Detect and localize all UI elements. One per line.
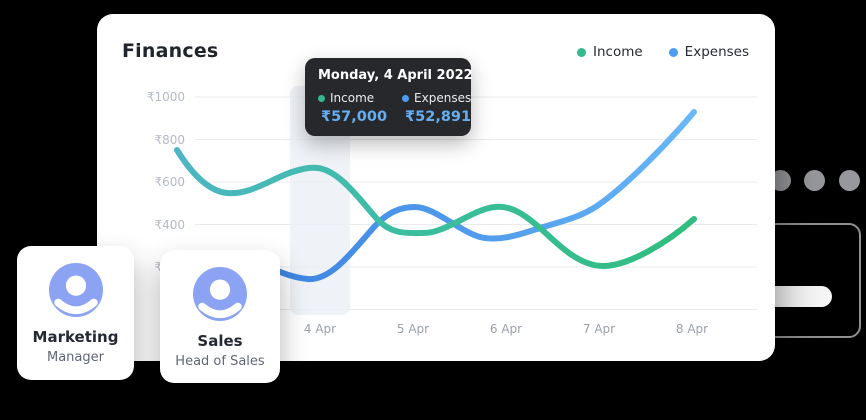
tooltip-expenses-column: Expenses ₹52,891 — [402, 91, 471, 125]
tooltip-label: Expenses — [414, 91, 472, 105]
income-dot-icon — [318, 94, 325, 102]
background-progress-pill — [765, 286, 832, 307]
highlight-band-4apr — [290, 86, 350, 315]
y-axis-tick: ₹600 — [154, 175, 185, 189]
background-outline-panel — [765, 223, 861, 338]
x-axis-tick: 8 Apr — [675, 322, 709, 336]
legend-item-income[interactable]: Income — [576, 44, 643, 60]
finances-line-chart[interactable] — [97, 14, 775, 361]
carousel-dot-3[interactable] — [839, 170, 860, 191]
income-dot-icon — [576, 47, 586, 57]
legend-label: Income — [592, 44, 643, 60]
team-card-title: Sales — [197, 332, 243, 350]
income-line[interactable] — [174, 147, 697, 270]
team-card-title: Marketing — [32, 328, 119, 346]
carousel-dot-1[interactable] — [770, 170, 791, 191]
y-axis-tick: ₹1000 — [146, 90, 185, 104]
user-avatar-icon — [193, 267, 247, 321]
gridlines — [195, 96, 757, 310]
legend-item-expenses[interactable]: Expenses — [668, 44, 749, 60]
user-avatar-icon — [48, 263, 103, 317]
x-axis-tick: 5 Apr — [396, 322, 430, 336]
page-title: Finances — [122, 40, 219, 62]
team-card-sales[interactable]: Sales Head of Sales — [160, 250, 280, 383]
y-axis-tick: ₹800 — [154, 132, 185, 147]
team-card-marketing[interactable]: Marketing Manager — [17, 246, 134, 380]
team-card-subtitle: Head of Sales — [175, 354, 265, 369]
chart-legend: Income Expenses — [576, 44, 749, 60]
tooltip-expenses-value: ₹52,891 — [405, 109, 472, 125]
expenses-dot-icon — [668, 47, 678, 57]
tooltip-date: Monday, 4 April 2022 — [318, 68, 473, 83]
x-axis-tick: 4 Apr — [303, 322, 337, 336]
team-card-subtitle: Manager — [47, 350, 104, 365]
y-axis-tick: ₹400 — [154, 217, 185, 232]
chart-tooltip: Monday, 4 April 2022 Income ₹57,000 Expe… — [305, 58, 473, 136]
x-axis-tick: 6 Apr — [489, 322, 523, 336]
tooltip-income-column: Income ₹57,000 — [318, 91, 387, 125]
expenses-dot-icon — [402, 94, 410, 102]
finances-card: Finances Income Expenses ₹1000 ₹800 ₹600… — [97, 14, 775, 361]
legend-label: Expenses — [684, 44, 749, 60]
carousel-dot-2[interactable] — [804, 170, 825, 191]
x-axis-tick: 7 Apr — [582, 322, 616, 336]
tooltip-label: Income — [330, 91, 375, 105]
tooltip-income-value: ₹57,000 — [321, 109, 388, 125]
